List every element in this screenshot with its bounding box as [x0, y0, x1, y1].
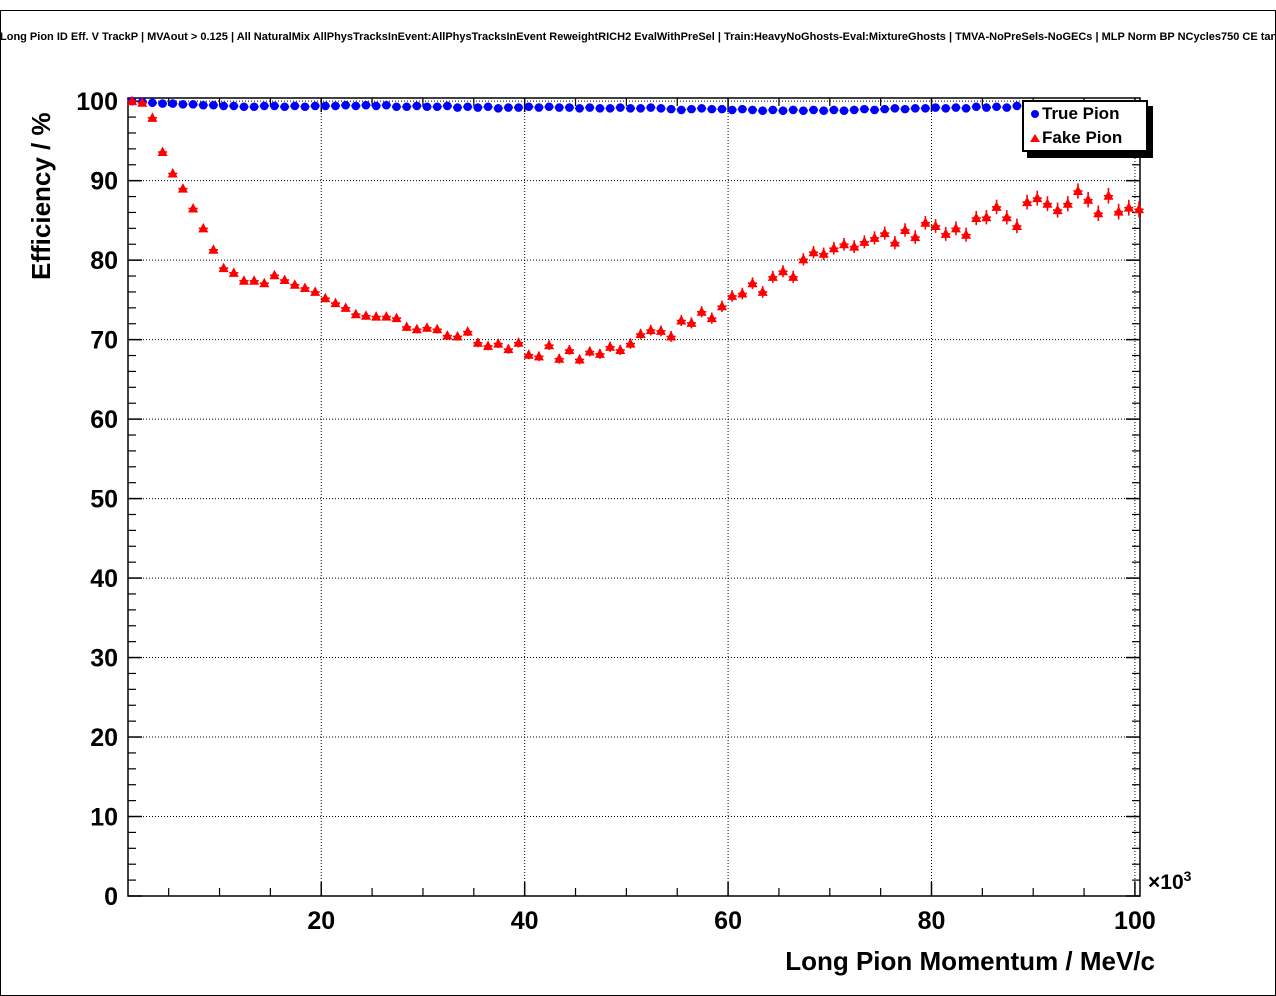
y-axis-title: Efficiency / %: [26, 112, 56, 280]
x-axis-scale-mantissa: ×10: [1148, 871, 1184, 894]
legend-item-true-pion: True Pion: [1024, 102, 1146, 126]
canvas-frame: [0, 10, 1276, 996]
x-axis-title: Long Pion Momentum / MeV/c: [785, 946, 1155, 976]
legend-label-fake-pion: Fake Pion: [1042, 128, 1123, 147]
fake-pion-marker-icon: [1029, 134, 1041, 142]
true-pion-marker-icon: [1029, 110, 1041, 118]
plot-title: Long Pion ID Eff. V TrackP | MVAout > 0.…: [0, 31, 1276, 43]
x-axis-scale-exponent: 3: [1183, 868, 1192, 884]
x-axis-scale-factor: ×103: [1148, 868, 1191, 895]
legend-item-fake-pion: Fake Pion: [1024, 126, 1146, 150]
legend-label-true-pion: True Pion: [1042, 104, 1120, 123]
legend[interactable]: True Pion Fake Pion: [1022, 100, 1148, 152]
